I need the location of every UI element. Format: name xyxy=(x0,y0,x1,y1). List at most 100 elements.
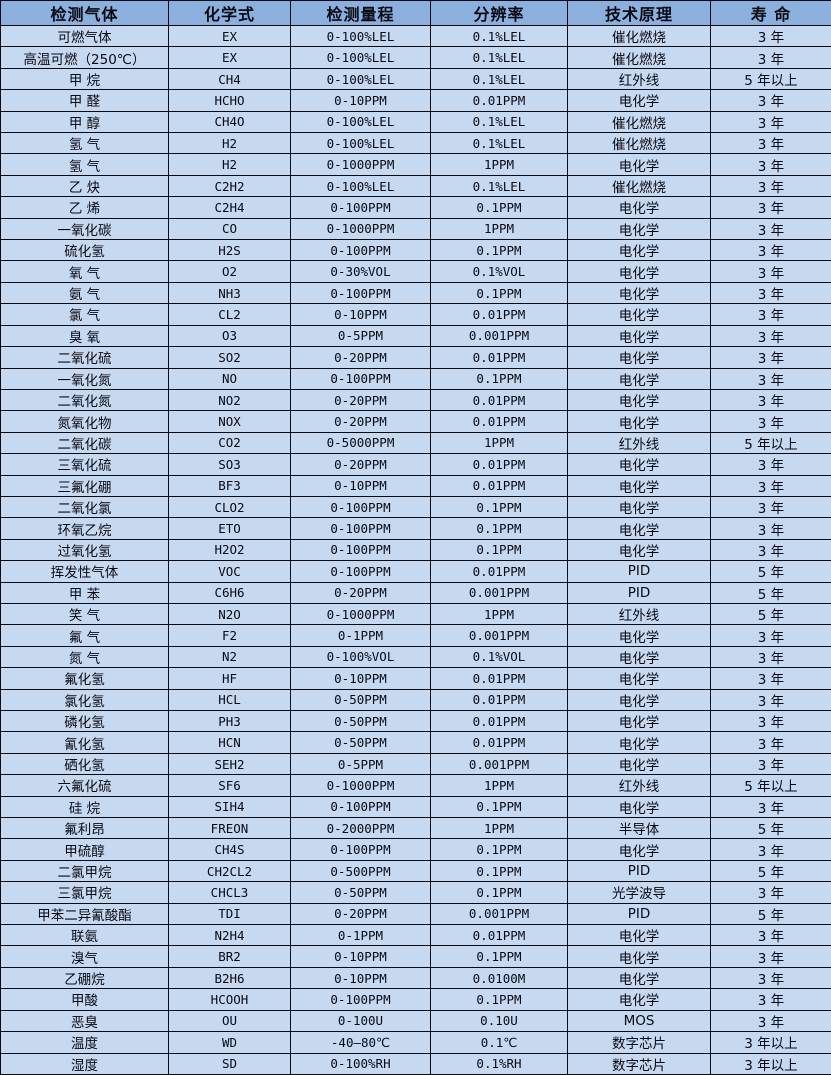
lifespan-cell: 3 年 xyxy=(710,988,831,1011)
resolution-cell: 0.1%LEL xyxy=(430,110,568,134)
detection-range-cell: 0-100%LEL xyxy=(290,67,431,91)
principle-cell: 电化学 xyxy=(567,474,711,497)
lifespan-cell: 3 年以上 xyxy=(710,1031,831,1054)
gas-name-cell: 甲硫醇 xyxy=(0,838,169,861)
principle-cell: 电化学 xyxy=(567,303,711,326)
resolution-cell: 0.10U xyxy=(430,1009,568,1033)
table-row: 氮 气 N2 0-100%VOL 0.1%VOL 电化学 3 年 xyxy=(0,645,831,669)
gas-name-cell: 氢 气 xyxy=(0,153,169,176)
gas-name-cell: 可燃气体 xyxy=(0,24,169,48)
table-row: 硒化氢 SEH2 0-5PPM 0.001PPM 电化学 3 年 xyxy=(0,752,831,776)
chemical-formula-cell: N2 xyxy=(168,645,291,669)
resolution-cell: 0.1PPM xyxy=(430,538,568,562)
lifespan-cell: 3 年 xyxy=(710,239,831,262)
chemical-formula-cell: HCL xyxy=(168,688,291,712)
lifespan-cell: 3 年 xyxy=(710,966,831,990)
detection-range-cell: 0-20PPM xyxy=(290,410,431,433)
resolution-cell: 0.0100M xyxy=(430,966,568,990)
gas-name-cell: 挥发性气体 xyxy=(0,560,169,583)
detection-range-cell: 0-50PPM xyxy=(290,731,431,754)
lifespan-cell: 3 年以上 xyxy=(710,1052,831,1075)
chemical-formula-cell: VOC xyxy=(168,560,291,583)
resolution-cell: 1PPM xyxy=(430,153,568,176)
resolution-cell: 0.01PPM xyxy=(430,410,568,433)
principle-cell: 电化学 xyxy=(567,217,711,241)
table-row: 三氟化硼 BF3 0-10PPM 0.01PPM 电化学 3 年 xyxy=(0,474,831,497)
lifespan-cell: 3 年 xyxy=(710,24,831,48)
resolution-cell: 0.1%LEL xyxy=(430,174,568,198)
gas-name-cell: 溴气 xyxy=(0,945,169,968)
detection-range-cell: 0-100PPM xyxy=(290,538,431,562)
principle-cell: PID xyxy=(567,560,711,583)
table-row: 臭 氧 O3 0-5PPM 0.001PPM 电化学 3 年 xyxy=(0,324,831,348)
principle-cell: 催化燃烧 xyxy=(567,110,711,134)
resolution-cell: 1PPM xyxy=(430,602,568,626)
principle-cell: 催化燃烧 xyxy=(567,24,711,48)
chemical-formula-cell: CH2CL2 xyxy=(168,859,291,883)
gas-name-cell: 氮 气 xyxy=(0,645,169,669)
gas-name-cell: 二氧化氯 xyxy=(0,495,169,519)
resolution-cell: 1PPM xyxy=(430,774,568,797)
detection-range-cell: 0-50PPM xyxy=(290,709,431,733)
resolution-cell: 0.01PPM xyxy=(430,388,568,412)
gas-name-cell: 二氧化硫 xyxy=(0,346,169,369)
lifespan-cell: 3 年 xyxy=(710,495,831,519)
principle-cell: 电化学 xyxy=(567,239,711,262)
lifespan-cell: 3 年 xyxy=(710,46,831,69)
column-header-resolution: 分辨率 xyxy=(430,0,568,26)
detection-range-cell: -40—80℃ xyxy=(290,1031,431,1054)
chemical-formula-cell: B2H6 xyxy=(168,966,291,990)
table-row: 氟利昂 FREON 0-2000PPM 1PPM 半导体 5 年 xyxy=(0,817,831,840)
chemical-formula-cell: HF xyxy=(168,667,291,690)
table-row: 氟化氢 HF 0-10PPM 0.01PPM 电化学 3 年 xyxy=(0,667,831,690)
lifespan-cell: 5 年 xyxy=(710,859,831,883)
chemical-formula-cell: H2O2 xyxy=(168,538,291,562)
resolution-cell: 0.1℃ xyxy=(430,1031,568,1054)
principle-cell: 电化学 xyxy=(567,752,711,776)
resolution-cell: 0.01PPM xyxy=(430,474,568,497)
principle-cell: 电化学 xyxy=(567,838,711,861)
table-row: 甲 醇 CH4O 0-100%LEL 0.1%LEL 催化燃烧 3 年 xyxy=(0,110,831,134)
resolution-cell: 0.01PPM xyxy=(430,731,568,754)
detection-range-cell: 0-10PPM xyxy=(290,945,431,968)
lifespan-cell: 3 年 xyxy=(710,110,831,134)
gas-name-cell: 联氨 xyxy=(0,924,169,947)
chemical-formula-cell: SD xyxy=(168,1052,291,1075)
gas-name-cell: 臭 氧 xyxy=(0,324,169,348)
chemical-formula-cell: N2O xyxy=(168,602,291,626)
principle-cell: PID xyxy=(567,859,711,883)
gas-name-cell: 氨 气 xyxy=(0,281,169,305)
gas-name-cell: 磷化氢 xyxy=(0,709,169,733)
principle-cell: 电化学 xyxy=(567,281,711,305)
lifespan-cell: 3 年 xyxy=(710,517,831,540)
table-row: 可燃气体 EX 0-100%LEL 0.1%LEL 催化燃烧 3 年 xyxy=(0,24,831,48)
principle-cell: 电化学 xyxy=(567,688,711,712)
resolution-cell: 1PPM xyxy=(430,817,568,840)
lifespan-cell: 3 年 xyxy=(710,645,831,669)
detection-range-cell: 0-5PPM xyxy=(290,752,431,776)
lifespan-cell: 3 年 xyxy=(710,174,831,198)
gas-name-cell: 三氯甲烷 xyxy=(0,881,169,904)
principle-cell: 电化学 xyxy=(567,988,711,1011)
detection-range-cell: 0-20PPM xyxy=(290,346,431,369)
lifespan-cell: 3 年 xyxy=(710,838,831,861)
principle-cell: 红外线 xyxy=(567,774,711,797)
principle-cell: 电化学 xyxy=(567,966,711,990)
chemical-formula-cell: SEH2 xyxy=(168,752,291,776)
resolution-cell: 1PPM xyxy=(430,431,568,455)
chemical-formula-cell: O3 xyxy=(168,324,291,348)
table-row: 乙硼烷 B2H6 0-10PPM 0.0100M 电化学 3 年 xyxy=(0,966,831,990)
detection-range-cell: 0-2000PPM xyxy=(290,817,431,840)
chemical-formula-cell: FREON xyxy=(168,817,291,840)
lifespan-cell: 5 年 xyxy=(710,581,831,604)
principle-cell: 电化学 xyxy=(567,153,711,176)
lifespan-cell: 3 年 xyxy=(710,924,831,947)
chemical-formula-cell: H2 xyxy=(168,132,291,155)
detection-range-cell: 0-100PPM xyxy=(290,795,431,819)
chemical-formula-cell: HCN xyxy=(168,731,291,754)
detection-range-cell: 0-100%LEL xyxy=(290,110,431,134)
resolution-cell: 0.1%VOL xyxy=(430,645,568,669)
chemical-formula-cell: CO2 xyxy=(168,431,291,455)
resolution-cell: 0.1%LEL xyxy=(430,67,568,91)
resolution-cell: 0.001PPM xyxy=(430,902,568,926)
